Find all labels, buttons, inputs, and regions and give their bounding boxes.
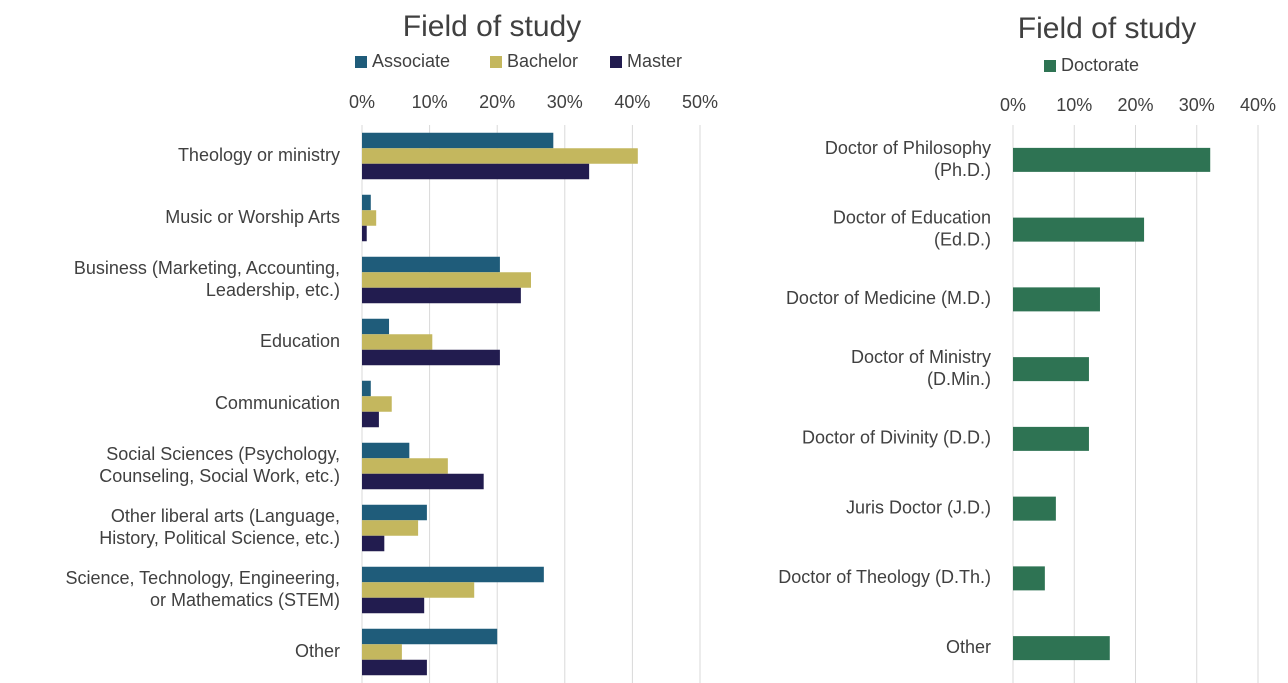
bar	[362, 473, 484, 490]
y-tick-label: Other	[946, 637, 991, 657]
bar	[362, 194, 371, 211]
bar	[362, 163, 590, 180]
bar	[1013, 287, 1100, 312]
legend-label: Associate	[372, 51, 450, 71]
y-tick-label: Education	[260, 331, 340, 351]
x-tick-label: 10%	[1056, 95, 1092, 115]
y-tick-label: Doctor of Medicine (M.D.)	[786, 288, 991, 308]
legend-swatch	[490, 56, 502, 68]
y-tick-label: Doctor of Ministry (D.Min.)	[851, 347, 991, 389]
legend-swatch	[1044, 60, 1056, 72]
bar	[1013, 496, 1056, 521]
legend-label: Bachelor	[507, 51, 578, 71]
legend-swatch	[355, 56, 367, 68]
chart-title: Field of study	[1018, 12, 1196, 45]
x-tick-label: 30%	[547, 92, 583, 112]
bar	[362, 256, 500, 273]
y-tick-label: Music or Worship Arts	[165, 207, 340, 227]
y-tick-label: Other	[295, 641, 340, 661]
y-tick-label: Juris Doctor (J.D.)	[846, 497, 991, 517]
bar	[362, 566, 544, 583]
bar	[362, 210, 377, 226]
bar	[1013, 566, 1045, 591]
y-tick-label: Social Sciences (Psychology, Counseling, …	[99, 444, 340, 486]
bar	[362, 334, 433, 350]
bar	[362, 380, 371, 397]
y-tick-label: Doctor of Education (Ed.D.)	[833, 207, 991, 249]
y-tick-label: Science, Technology, Engineering, or Math…	[65, 568, 340, 610]
bar	[1013, 636, 1110, 661]
chart-title: Field of study	[403, 10, 581, 43]
bar	[362, 148, 638, 164]
bar	[362, 349, 500, 366]
x-tick-label: 40%	[1240, 95, 1276, 115]
y-tick-label: Theology or ministry	[178, 145, 340, 165]
y-tick-label: Doctor of Divinity (D.D.)	[802, 428, 991, 448]
legend-label: Master	[627, 51, 682, 71]
bar	[362, 411, 379, 428]
bar	[362, 597, 425, 614]
bar	[1013, 426, 1089, 451]
bar	[362, 659, 427, 676]
bar	[362, 132, 554, 149]
bar	[362, 535, 385, 552]
y-tick-label: Doctor of Philosophy (Ph.D.)	[825, 138, 991, 180]
bar	[1013, 217, 1145, 242]
x-tick-label: 30%	[1179, 95, 1215, 115]
x-tick-label: 0%	[1000, 95, 1026, 115]
legend-label: Doctorate	[1061, 55, 1139, 75]
x-tick-label: 0%	[349, 92, 375, 112]
x-tick-label: 50%	[682, 92, 718, 112]
x-tick-label: 20%	[1117, 95, 1153, 115]
x-tick-label: 10%	[412, 92, 448, 112]
y-tick-label: Communication	[215, 393, 340, 413]
bar	[362, 318, 390, 335]
bar	[362, 504, 427, 521]
bar	[362, 458, 448, 474]
bar	[362, 225, 367, 242]
y-tick-label: Doctor of Theology (D.Th.)	[778, 567, 991, 587]
bar	[362, 272, 531, 288]
bar	[1013, 357, 1089, 382]
x-tick-label: 20%	[479, 92, 515, 112]
y-tick-label: Other liberal arts (Language, History, Po…	[99, 506, 340, 548]
bar	[362, 582, 475, 598]
bar	[362, 520, 419, 536]
bar	[362, 628, 498, 645]
bar	[362, 396, 392, 412]
legend-swatch	[610, 56, 622, 68]
bar	[362, 287, 521, 304]
bar	[1013, 147, 1211, 172]
x-tick-label: 40%	[614, 92, 650, 112]
bar	[362, 442, 410, 459]
bar	[362, 644, 402, 660]
y-tick-label: Business (Marketing, Accounting, Leadersh…	[74, 258, 340, 300]
